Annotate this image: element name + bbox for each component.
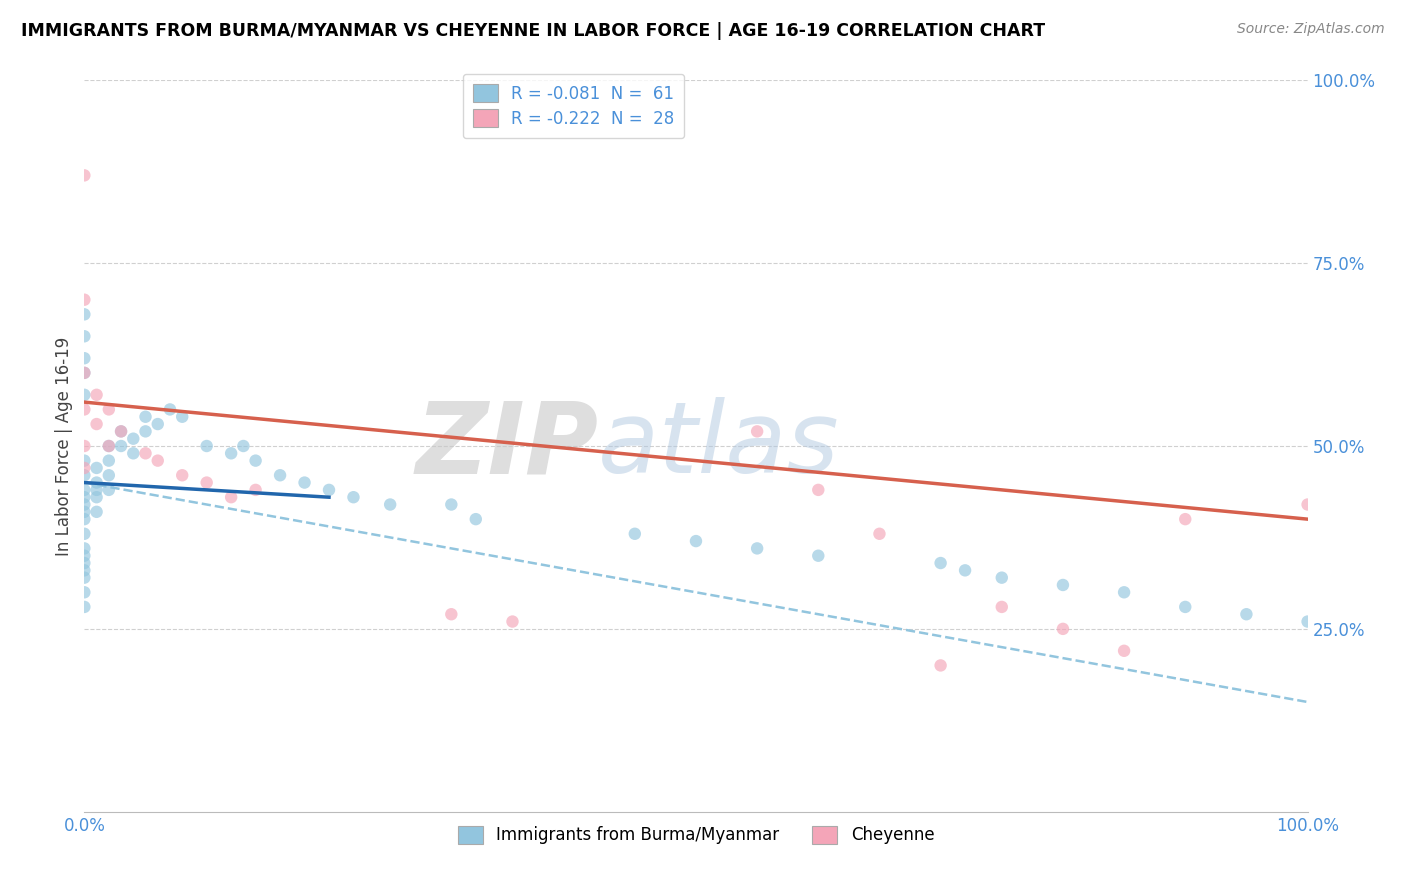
Point: [73, 169, 96, 183]
Point: [232, 439, 254, 453]
Point: [73, 453, 96, 467]
Point: [73, 526, 96, 541]
Point: [73, 461, 96, 475]
Point: [110, 439, 132, 453]
Point: [86, 461, 108, 475]
Point: [97, 483, 120, 497]
Point: [73, 563, 96, 577]
Point: [245, 483, 267, 497]
Point: [122, 432, 145, 446]
Point: [73, 490, 96, 504]
Point: [991, 599, 1014, 614]
Point: [73, 388, 96, 402]
Point: [1114, 644, 1136, 658]
Point: [73, 366, 96, 380]
Point: [97, 453, 120, 467]
Point: [869, 526, 891, 541]
Point: [269, 468, 291, 483]
Point: [1052, 622, 1074, 636]
Point: [172, 409, 194, 424]
Point: [73, 585, 96, 599]
Point: [73, 541, 96, 556]
Point: [953, 563, 976, 577]
Point: [294, 475, 316, 490]
Text: ZIP: ZIP: [415, 398, 598, 494]
Point: [135, 409, 157, 424]
Point: [73, 351, 96, 366]
Point: [929, 658, 952, 673]
Point: [159, 402, 181, 417]
Point: [929, 556, 952, 570]
Point: [1114, 585, 1136, 599]
Point: [73, 293, 96, 307]
Text: IMMIGRANTS FROM BURMA/MYANMAR VS CHEYENNE IN LABOR FORCE | AGE 16-19 CORRELATION: IMMIGRANTS FROM BURMA/MYANMAR VS CHEYENN…: [21, 22, 1045, 40]
Point: [73, 307, 96, 321]
Point: [685, 534, 707, 549]
Point: [97, 439, 120, 453]
Point: [73, 556, 96, 570]
Point: [86, 490, 108, 504]
Point: [73, 549, 96, 563]
Point: [97, 439, 120, 453]
Point: [747, 541, 769, 556]
Y-axis label: In Labor Force | Age 16-19: In Labor Force | Age 16-19: [55, 336, 73, 556]
Point: [1296, 615, 1319, 629]
Point: [807, 483, 830, 497]
Point: [86, 475, 108, 490]
Point: [747, 425, 769, 439]
Point: [245, 453, 267, 467]
Point: [1052, 578, 1074, 592]
Point: [440, 607, 463, 622]
Point: [73, 599, 96, 614]
Point: [502, 615, 524, 629]
Point: [73, 483, 96, 497]
Point: [97, 402, 120, 417]
Point: [73, 505, 96, 519]
Text: atlas: atlas: [598, 398, 839, 494]
Point: [73, 512, 96, 526]
Point: [73, 329, 96, 343]
Point: [342, 490, 364, 504]
Point: [110, 425, 132, 439]
Point: [73, 571, 96, 585]
Legend: Immigrants from Burma/Myanmar, Cheyenne: Immigrants from Burma/Myanmar, Cheyenne: [451, 819, 941, 851]
Point: [146, 453, 169, 467]
Point: [624, 526, 647, 541]
Point: [464, 512, 486, 526]
Point: [135, 425, 157, 439]
Point: [1296, 498, 1319, 512]
Point: [73, 468, 96, 483]
Text: Source: ZipAtlas.com: Source: ZipAtlas.com: [1237, 22, 1385, 37]
Point: [440, 498, 463, 512]
Point: [991, 571, 1014, 585]
Point: [219, 446, 242, 460]
Point: [1174, 599, 1197, 614]
Point: [86, 483, 108, 497]
Point: [86, 417, 108, 431]
Point: [1174, 512, 1197, 526]
Point: [110, 425, 132, 439]
Point: [1236, 607, 1258, 622]
Point: [195, 475, 218, 490]
Point: [135, 446, 157, 460]
Point: [73, 439, 96, 453]
Point: [73, 366, 96, 380]
Point: [219, 490, 242, 504]
Point: [86, 388, 108, 402]
Point: [380, 498, 402, 512]
Point: [172, 468, 194, 483]
Point: [146, 417, 169, 431]
Point: [73, 402, 96, 417]
Point: [86, 505, 108, 519]
Point: [195, 439, 218, 453]
Point: [807, 549, 830, 563]
Point: [73, 498, 96, 512]
Point: [97, 468, 120, 483]
Point: [122, 446, 145, 460]
Point: [318, 483, 340, 497]
